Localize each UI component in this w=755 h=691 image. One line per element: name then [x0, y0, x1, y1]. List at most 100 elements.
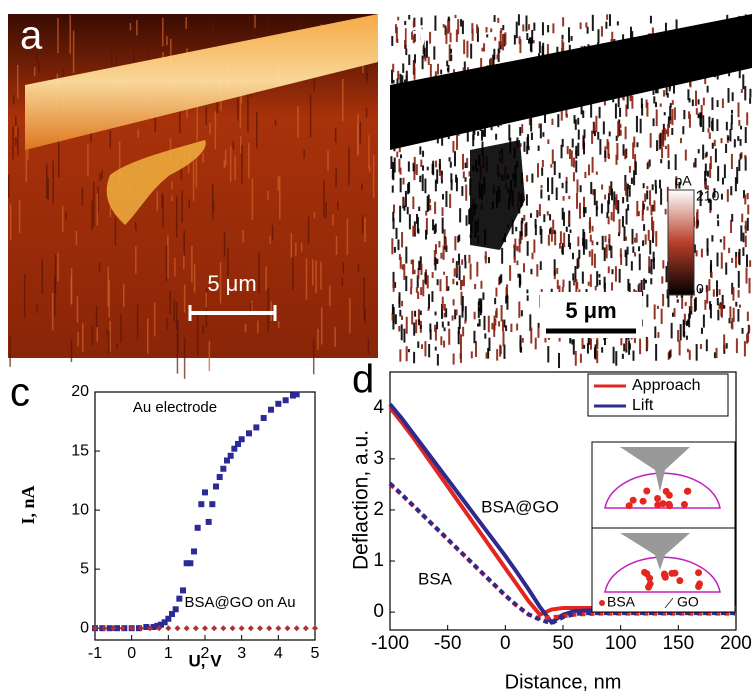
streak	[465, 177, 467, 182]
streak	[594, 254, 596, 268]
streak	[563, 212, 565, 226]
streak	[568, 234, 570, 247]
streak	[560, 231, 562, 243]
streak	[596, 350, 598, 363]
streak	[540, 226, 542, 235]
streak	[462, 327, 464, 337]
streak	[686, 336, 688, 340]
streak	[361, 184, 363, 190]
streak	[57, 253, 59, 282]
streak	[701, 328, 703, 334]
streak	[547, 139, 549, 144]
streak	[660, 159, 662, 163]
streak	[432, 161, 434, 176]
streak	[393, 204, 395, 212]
streak	[450, 162, 452, 168]
streak	[719, 289, 721, 295]
streak	[57, 18, 59, 53]
streak	[561, 246, 563, 254]
streak	[108, 280, 110, 317]
streak	[744, 155, 746, 159]
streak	[174, 299, 176, 322]
streak	[503, 331, 505, 346]
streak	[494, 318, 496, 325]
particle	[640, 498, 647, 505]
streak	[622, 354, 624, 359]
streak	[698, 149, 700, 153]
x-tick-label: 0	[500, 633, 511, 654]
streak	[562, 17, 564, 26]
streak	[735, 256, 737, 267]
streak	[19, 200, 21, 233]
streak	[188, 199, 190, 209]
point	[303, 625, 309, 631]
streak	[130, 23, 132, 30]
streak	[420, 160, 422, 167]
streak	[516, 22, 518, 39]
streak	[592, 15, 594, 31]
streak	[436, 259, 438, 264]
streak	[573, 172, 575, 181]
streak	[580, 23, 582, 30]
streak	[166, 245, 168, 281]
streak	[575, 146, 577, 159]
streak	[685, 150, 687, 161]
colorbar-unit: pA	[674, 173, 692, 189]
point	[187, 560, 193, 566]
streak	[501, 248, 503, 264]
streak	[722, 98, 724, 108]
streak	[166, 318, 168, 330]
streak	[604, 195, 606, 200]
streak	[578, 130, 580, 140]
streak	[731, 110, 733, 114]
streak	[268, 288, 270, 332]
legend-label: Approach	[632, 377, 701, 394]
streak	[738, 120, 740, 126]
streak	[502, 34, 504, 51]
streak	[604, 151, 606, 158]
streak	[717, 310, 719, 321]
streak	[735, 177, 737, 191]
scale-label: 5 μm	[565, 298, 616, 323]
streak	[582, 229, 584, 240]
particle	[681, 501, 688, 508]
streak	[650, 259, 652, 274]
streak	[717, 166, 719, 181]
streak	[279, 176, 281, 219]
streak	[62, 206, 64, 232]
streak	[612, 99, 614, 102]
streak	[731, 154, 733, 169]
streak	[609, 131, 611, 136]
streak	[452, 258, 454, 263]
streak	[721, 252, 723, 268]
streak	[571, 36, 573, 41]
streak	[147, 318, 149, 353]
point	[211, 625, 217, 631]
streak	[254, 15, 256, 28]
streak	[551, 230, 553, 242]
streak	[461, 259, 463, 264]
streak	[360, 121, 362, 144]
streak	[742, 328, 744, 334]
streak	[310, 94, 312, 137]
streak	[526, 33, 528, 40]
streak	[99, 173, 101, 181]
streak	[109, 321, 111, 351]
streak	[639, 339, 641, 355]
streak	[466, 215, 468, 225]
streak	[17, 65, 19, 98]
streak	[583, 129, 585, 138]
streak	[589, 217, 591, 233]
streak	[399, 254, 401, 260]
colorbar-tick: 210	[696, 188, 720, 204]
streak	[561, 39, 563, 49]
streak	[592, 226, 594, 232]
streak	[516, 261, 518, 266]
streak	[625, 236, 627, 240]
streak	[418, 319, 420, 325]
streak	[648, 230, 650, 241]
streak	[615, 197, 617, 209]
streak	[726, 343, 728, 349]
streak	[618, 219, 620, 234]
streak	[729, 306, 731, 318]
